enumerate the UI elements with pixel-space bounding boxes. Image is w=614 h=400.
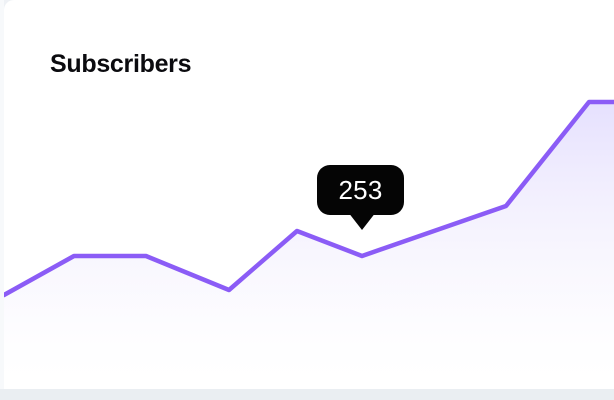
value-tooltip: 253 bbox=[317, 165, 404, 215]
page-bottom-edge bbox=[0, 389, 614, 400]
page-title: Subscribers bbox=[50, 50, 192, 78]
area-chart-svg bbox=[4, 99, 614, 389]
area-chart[interactable] bbox=[4, 0, 614, 389]
tooltip-value-label: 253 bbox=[338, 175, 383, 205]
area-fill bbox=[4, 102, 614, 389]
subscribers-chart-card: Subscribers 253 bbox=[4, 0, 614, 389]
tooltip-pointer-icon bbox=[348, 212, 376, 230]
line-path bbox=[4, 99, 614, 298]
page-left-edge bbox=[0, 0, 4, 389]
